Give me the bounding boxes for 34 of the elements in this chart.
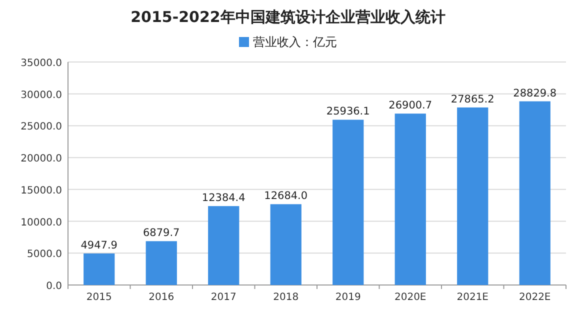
x-tick-label: 2022E [518, 292, 551, 303]
legend-label: 营业收入：亿元 [253, 35, 337, 49]
text: 27865.2 [450, 93, 494, 106]
bar [519, 101, 550, 285]
y-tick-label: 10000.0 [20, 217, 62, 228]
y-tick-label: 5000.0 [27, 249, 62, 260]
x-tick-label: 2017 [210, 292, 236, 303]
x-tick-label: 2016 [148, 292, 174, 303]
x-tick-label: 2019 [335, 292, 361, 303]
bar [394, 114, 426, 285]
bar [208, 206, 240, 285]
y-tick-label: 20000.0 [20, 154, 62, 165]
bar [457, 107, 488, 285]
bar [270, 204, 302, 285]
y-tick-label: 30000.0 [20, 90, 62, 101]
text: 28829.8 [513, 87, 557, 100]
text: 6879.7 [143, 227, 180, 240]
text: 25936.1 [326, 106, 370, 118]
bar [146, 241, 177, 285]
text: 12684.0 [264, 190, 308, 202]
y-tick-label: 35000.0 [20, 58, 62, 69]
x-tick-label: 2018 [273, 292, 299, 303]
bar [332, 120, 364, 285]
text: 12384.4 [202, 192, 246, 204]
x-tick-label: 2021E [456, 292, 489, 303]
x-tick-label: 2015 [86, 292, 112, 303]
text: 26900.7 [388, 100, 432, 112]
text: 4947.9 [80, 239, 118, 252]
y-tick-label: 0.0 [46, 281, 62, 292]
y-tick-label: 25000.0 [20, 122, 62, 133]
x-tick-label: 2020E [394, 292, 426, 303]
y-tick-label: 15000.0 [20, 185, 62, 196]
chart-title: 2015-2022年中国建筑设计企业营业收入统计 [130, 8, 446, 26]
bar [84, 253, 115, 285]
